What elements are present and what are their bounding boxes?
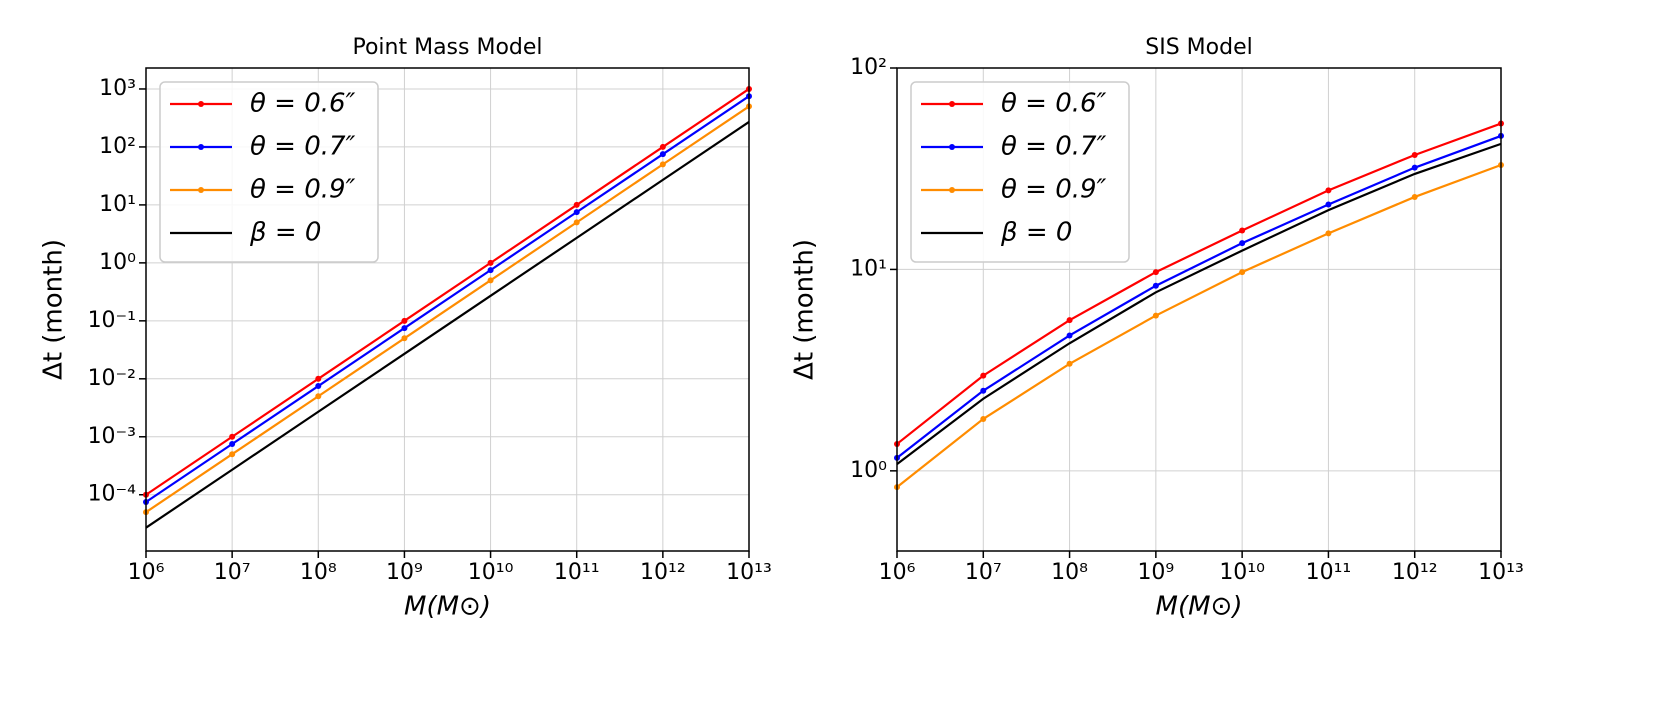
axes-frame: [896, 67, 1502, 552]
chart-title: Point Mass Model: [352, 35, 542, 60]
legend-label: θ = 0.9″: [250, 175, 356, 205]
series-line: [145, 105, 750, 514]
legend-label: θ = 0.7″: [250, 132, 356, 162]
legend-box: [159, 81, 379, 263]
series-line: [896, 142, 1502, 465]
marker: [573, 219, 580, 226]
y-tick-label: 10⁰: [99, 250, 136, 275]
x-tick-label: 10⁹: [1137, 560, 1174, 585]
y-tick-label: 10⁻²: [88, 366, 136, 391]
legend-label: θ = 0.7″: [1001, 132, 1107, 162]
legend-marker: [198, 187, 204, 193]
x-axis-label: M(M⊙): [404, 592, 491, 622]
x-tick-label: 10⁸: [300, 560, 337, 585]
marker: [1239, 227, 1246, 234]
x-tick-label: 10¹²: [1392, 560, 1438, 585]
y-tick-label: 10⁰: [850, 458, 887, 483]
marker: [980, 415, 987, 422]
marker: [1152, 282, 1159, 289]
marker: [573, 209, 580, 216]
x-tick-label: 10⁸: [1051, 560, 1088, 585]
series-line: [896, 122, 1502, 445]
x-tick-label: 10¹³: [1478, 560, 1524, 585]
marker: [1239, 240, 1246, 247]
x-tick-label: 10⁶: [128, 560, 165, 585]
marker: [1325, 201, 1332, 208]
y-tick-label: 10⁻³: [88, 424, 136, 449]
marker: [487, 259, 494, 266]
legend-marker: [198, 144, 204, 150]
series-line: [145, 95, 750, 503]
marker: [573, 201, 580, 208]
axes-frame: [145, 67, 750, 552]
marker: [1411, 151, 1418, 158]
y-tick-label: 10⁻⁴: [88, 482, 137, 507]
y-tick-label: 10²: [850, 55, 887, 80]
marker: [1066, 360, 1073, 367]
legend-marker: [949, 101, 955, 107]
chart-title: SIS Model: [1145, 35, 1252, 60]
x-tick-label: 10¹³: [726, 560, 772, 585]
marker: [659, 151, 666, 158]
legend-label: θ = 0.6″: [250, 89, 356, 119]
marker: [1411, 164, 1418, 171]
x-axis-label: M(M⊙): [1156, 592, 1243, 622]
legend: θ = 0.6″ θ = 0.7″ θ = 0.9″ β = 0: [159, 81, 379, 263]
marker: [315, 383, 322, 390]
x-tick-label: 10¹¹: [1306, 560, 1352, 585]
series-line: [896, 163, 1502, 489]
marker: [229, 433, 236, 440]
marker: [980, 387, 987, 394]
marker: [229, 441, 236, 448]
x-tick-label: 10¹⁰: [1219, 560, 1265, 585]
x-tick-label: 10⁹: [386, 560, 423, 585]
legend: θ = 0.6″ θ = 0.7″ θ = 0.9″ β = 0: [910, 81, 1130, 263]
x-tick-label: 10⁷: [214, 560, 251, 585]
marker: [1411, 193, 1418, 200]
y-axis-label: Δt (month): [39, 239, 69, 380]
marker: [659, 143, 666, 150]
marker: [1152, 312, 1159, 319]
legend-label: β = 0: [249, 218, 321, 248]
marker: [1325, 187, 1332, 194]
series-line: [145, 88, 750, 496]
y-tick-label: 10¹: [850, 256, 887, 281]
y-tick-label: 10²: [99, 134, 136, 159]
marker: [980, 372, 987, 379]
legend-marker: [949, 144, 955, 150]
marker: [487, 277, 494, 284]
marker: [315, 375, 322, 382]
marker: [1239, 269, 1246, 276]
marker: [1325, 230, 1332, 237]
marker: [229, 451, 236, 458]
legend-label: β = 0: [1000, 218, 1072, 248]
marker: [401, 335, 408, 342]
legend-marker: [198, 101, 204, 107]
marker: [659, 161, 666, 168]
series-line: [145, 121, 750, 529]
x-tick-label: 10¹⁰: [468, 560, 514, 585]
x-tick-label: 10⁷: [965, 560, 1002, 585]
marker: [315, 393, 322, 400]
marker: [401, 317, 408, 324]
legend-box: [910, 81, 1130, 263]
marker: [1066, 317, 1073, 324]
y-axis-label: Δt (month): [790, 239, 820, 380]
marker: [1152, 269, 1159, 276]
series-line: [896, 134, 1502, 459]
y-tick-label: 10¹: [99, 192, 136, 217]
y-tick-label: 10³: [99, 76, 136, 101]
x-tick-label: 10¹¹: [554, 560, 600, 585]
y-tick-label: 10⁻¹: [88, 308, 136, 333]
legend-marker: [949, 187, 955, 193]
legend-label: θ = 0.6″: [1001, 89, 1107, 119]
marker: [401, 325, 408, 332]
marker: [487, 267, 494, 274]
marker: [1066, 332, 1073, 339]
legend-label: θ = 0.9″: [1001, 175, 1107, 205]
x-tick-label: 10⁶: [879, 560, 916, 585]
x-tick-label: 10¹²: [640, 560, 686, 585]
